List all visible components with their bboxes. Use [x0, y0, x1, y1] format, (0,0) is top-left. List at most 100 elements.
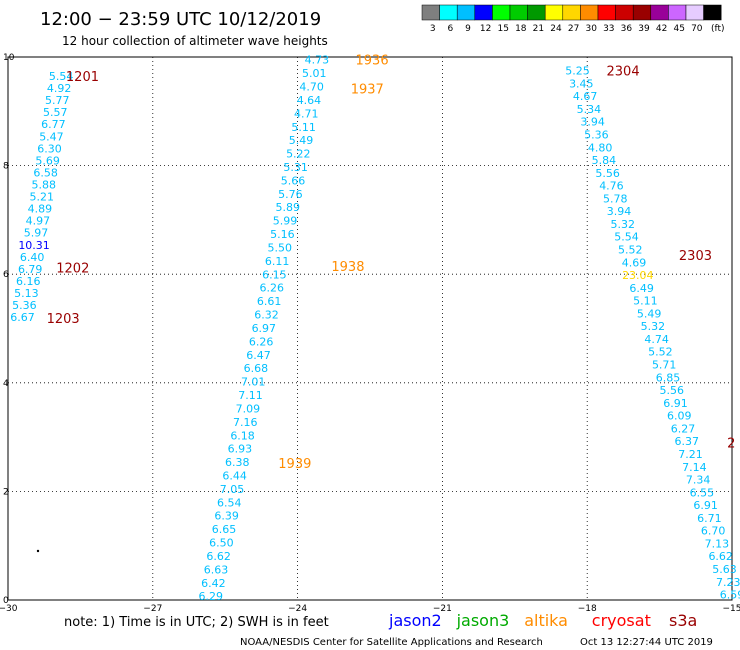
- colorbar-tick-label: 15: [497, 24, 508, 34]
- axis-ticks: −30 −27 −24 −21 −18 −15 0 2 4 6 8 10: [0, 53, 740, 614]
- swh-value-label: 6.70: [701, 525, 726, 538]
- swh-value-label: 7.34: [686, 474, 711, 487]
- colorbar-tick-label: 18: [515, 24, 527, 34]
- swh-value-label: 5.56: [659, 384, 684, 397]
- x-tick-label: −18: [578, 604, 597, 614]
- swh-value-label: 6.65: [212, 523, 237, 536]
- pass-annotations: 1201 1202 1203 1936 1937 1938 1939 2304 2303 2: [47, 54, 736, 472]
- swh-value-label: 3.45: [569, 77, 594, 90]
- colorbar-swatch: [456, 4, 476, 21]
- swh-value-label: 5.66: [281, 174, 306, 187]
- swh-value-label: 4.92: [47, 82, 72, 95]
- swh-value-label: 6.47: [246, 349, 271, 362]
- colorbar-swatch: [703, 4, 722, 21]
- swh-value-label: 5.84: [592, 154, 617, 167]
- y-tick-label: 2: [3, 487, 9, 497]
- swh-value-label: 6.26: [260, 282, 285, 295]
- y-tick-label: 0: [3, 596, 9, 606]
- swh-value-label: 10.31: [18, 239, 50, 252]
- swh-value-label: 6.62: [708, 550, 733, 563]
- colorbar-swatch: [650, 4, 669, 21]
- swh-value-label: 4.70: [299, 81, 324, 94]
- x-tick-label: −21: [433, 604, 452, 614]
- swh-value-label: 6.58: [33, 166, 58, 179]
- swh-value-label: 7.05: [220, 483, 245, 496]
- swh-value-label: 6.97: [252, 322, 277, 335]
- pass-time-label: 1938: [331, 260, 364, 275]
- colorbar-tick-label: 70: [691, 24, 703, 34]
- footer-note: note: 1) Time is in UTC; 2) SWH is in fe…: [64, 615, 329, 630]
- satellite-legend-entry: jason3: [456, 611, 510, 630]
- swh-value-label: 4.76: [599, 180, 624, 193]
- colorbar-swatch: [562, 4, 581, 21]
- swh-value-label: 5.16: [270, 228, 295, 241]
- swh-value-label: 5.89: [275, 201, 300, 214]
- swh-value-label: 4.71: [294, 107, 319, 120]
- swh-value-label: 6.26: [249, 335, 274, 348]
- swh-value-label: 6.27: [671, 422, 696, 435]
- swh-value-label: 5.01: [302, 67, 327, 80]
- y-tick-label: 6: [3, 270, 9, 280]
- colorbar-swatch: [492, 4, 511, 21]
- swh-value-label: 6.93: [228, 443, 253, 456]
- x-tick-label: −24: [288, 604, 307, 614]
- pass-time-label: 1937: [351, 82, 384, 97]
- swh-value-label: 5.11: [633, 295, 658, 308]
- colorbar-tick-label: 33: [603, 24, 614, 34]
- swh-value-label: 6.11: [265, 255, 290, 268]
- satellite-legend-entry: jason2: [388, 611, 442, 630]
- swh-value-label: 7.21: [678, 448, 703, 461]
- swh-value-label: 5.50: [267, 241, 292, 254]
- pass-time-label: 1939: [278, 457, 311, 472]
- colorbar-swatch: [527, 4, 546, 21]
- swh-value-label: 6.16: [16, 275, 41, 288]
- swh-value-label: 5.76: [278, 188, 303, 201]
- swh-value-label: 6.68: [244, 362, 269, 375]
- colorbar-tick-label: 9: [465, 24, 471, 34]
- pass-time-label: 2304: [607, 65, 640, 80]
- y-tick-label: 8: [3, 162, 9, 172]
- footer-timestamp: Oct 13 12:27:44 UTC 2019: [580, 637, 713, 648]
- swh-value-label: 6.85: [656, 371, 681, 384]
- swh-value-label: 5.49: [289, 134, 314, 147]
- swh-value-label: 5.71: [652, 359, 677, 372]
- color-scale-legend: 3 6 9 12 15 18 21 24 27 30 33 36 39 42 45 70: [421, 4, 722, 34]
- satellite-legend: jason2 jason3 altika cryosat s3a: [388, 611, 697, 630]
- pass-time-label: 1201: [66, 70, 99, 85]
- swh-value-label: 4.67: [573, 90, 598, 103]
- swh-value-label: 7.01: [241, 376, 266, 389]
- x-tick-label: −27: [143, 604, 162, 614]
- colorbar-swatch: [474, 4, 493, 21]
- swh-value-label: 7.13: [705, 537, 730, 550]
- colorbar-swatch: [632, 4, 652, 21]
- pass-time-label: 1203: [47, 312, 80, 327]
- swh-value-label: 4.80: [588, 141, 613, 154]
- satellite-legend-entry: altika: [524, 611, 568, 630]
- swh-value-label: 6.62: [206, 550, 231, 563]
- swh-value-label: 6.44: [222, 469, 247, 482]
- colorbar-tick-label: 42: [656, 24, 667, 34]
- swh-value-label: 6.61: [257, 295, 282, 308]
- colorbar-swatch: [597, 4, 616, 21]
- swh-value-label: 5.69: [35, 154, 60, 167]
- swh-value-label: 6.30: [37, 142, 62, 155]
- swh-value-label: 6.59: [720, 589, 740, 602]
- colorbar-tick-label: 27: [568, 24, 579, 34]
- swh-value-label: 5.54: [614, 231, 639, 244]
- colorbar-swatch: [439, 4, 458, 21]
- swh-value-label: 4.69: [622, 256, 647, 269]
- swh-value-label: 5.11: [291, 121, 316, 134]
- swh-value-label: 5.52: [648, 346, 673, 359]
- swh-value-label: 5.49: [637, 307, 662, 320]
- swh-value-label: 6.38: [225, 456, 250, 469]
- swh-value-label: 5.32: [611, 218, 636, 231]
- swh-value-label: 4.89: [28, 203, 53, 216]
- swh-value-label: 6.91: [693, 499, 718, 512]
- swh-value-label: 3.94: [580, 116, 605, 129]
- colorbar-swatch: [509, 4, 528, 21]
- colorbar-tick-label: 30: [585, 24, 597, 34]
- colorbar-swatch: [544, 4, 564, 21]
- satellite-legend-entry: cryosat: [592, 611, 651, 630]
